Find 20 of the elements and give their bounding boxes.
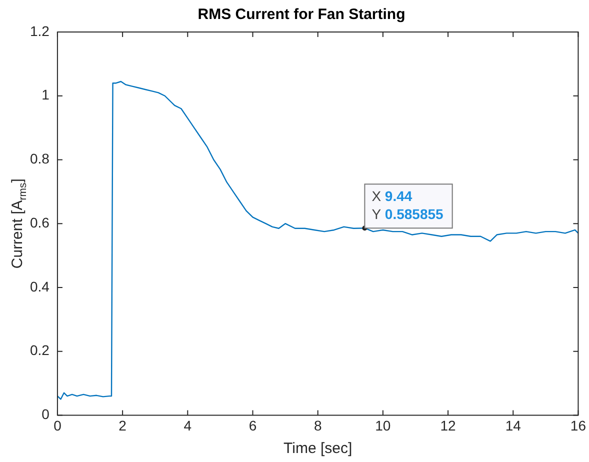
y-axis-title: Current [Arms] bbox=[9, 178, 30, 269]
y-tick-label: 0.2 bbox=[30, 342, 50, 358]
x-tick-label: 12 bbox=[440, 417, 456, 434]
x-tick-label: 14 bbox=[505, 417, 522, 434]
chart-title: RMS Current for Fan Starting bbox=[198, 6, 406, 24]
x-tick-label: 0 bbox=[54, 417, 62, 434]
x-tick-label: 2 bbox=[118, 417, 127, 434]
x-tick-label: 6 bbox=[248, 417, 257, 434]
x-tick-label: 10 bbox=[375, 417, 391, 434]
annotation: X 9.44 Y 0.585855 bbox=[372, 188, 444, 222]
x-tick-label: 16 bbox=[570, 417, 586, 434]
y-tick-label: 0.6 bbox=[30, 214, 50, 230]
y-tick-label: 0 bbox=[42, 406, 50, 422]
y-tick-label: 1.2 bbox=[30, 22, 50, 39]
y-tick-label: 1 bbox=[42, 86, 50, 103]
x-axis-title: Time [sec] bbox=[284, 440, 352, 458]
x-tick-label: 8 bbox=[314, 417, 322, 434]
y-tick-label: 0.8 bbox=[30, 150, 50, 167]
y-tick-label: 0.4 bbox=[30, 278, 50, 294]
x-tick-label: 4 bbox=[184, 417, 192, 434]
